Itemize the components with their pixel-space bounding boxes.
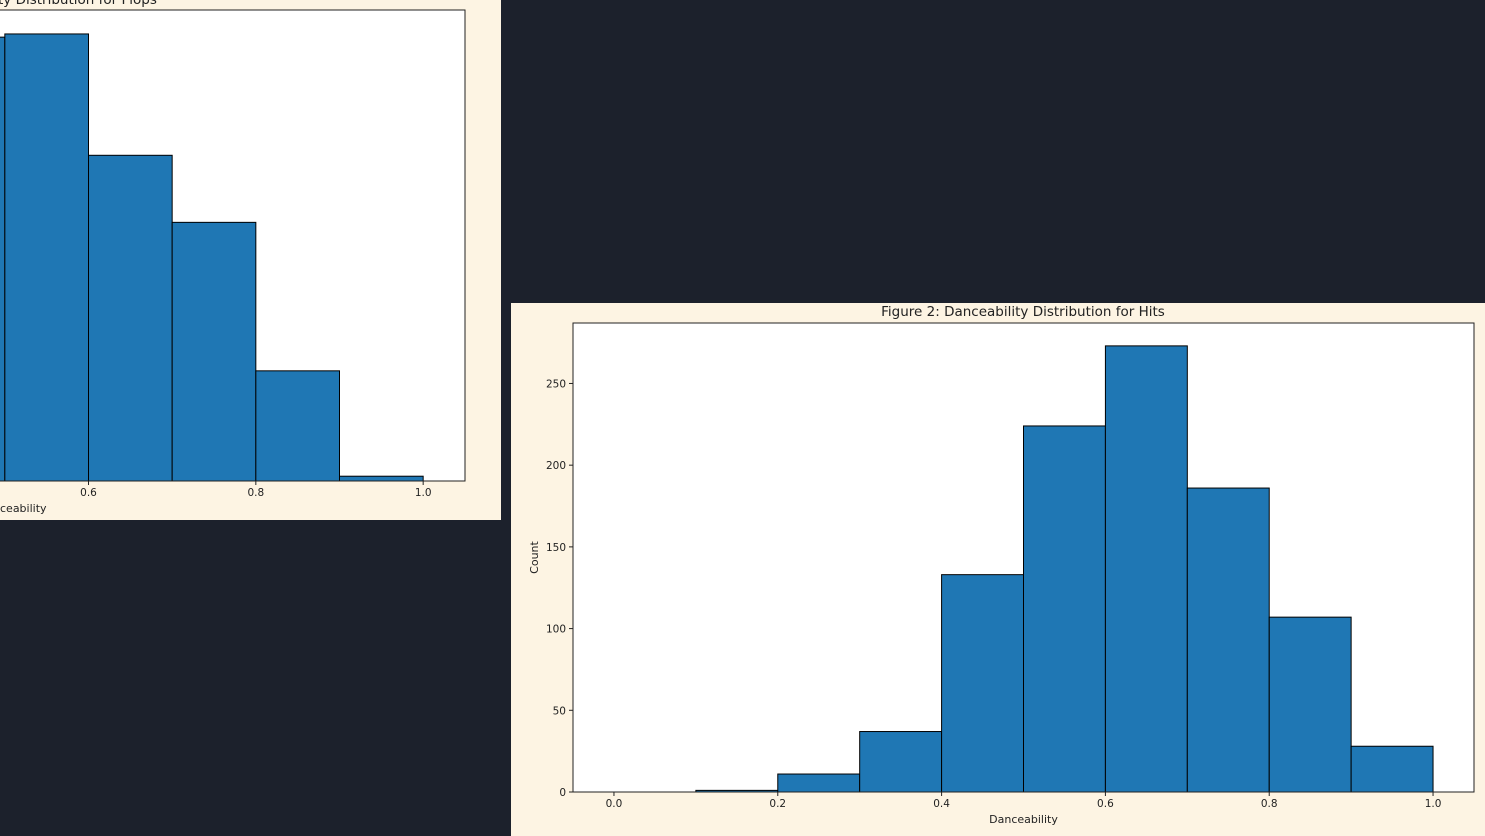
flops-bar — [339, 475, 424, 482]
hits-y-tick-label: 0 — [559, 787, 566, 799]
hits-bar — [1268, 616, 1352, 793]
hits-bar — [1186, 487, 1270, 793]
hits-figure-window: Figure 2: Danceability Distribution for … — [511, 303, 1485, 836]
hits-x-tick-label: 1.0 — [1425, 798, 1442, 810]
flops-bar — [171, 221, 257, 482]
flops-x-tick-label: 0.6 — [80, 487, 97, 499]
hits-y-tick-label: 100 — [546, 624, 566, 636]
hits-chart-title: Figure 2: Danceability Distribution for … — [881, 304, 1165, 320]
hits-y-tick-label: 250 — [546, 378, 566, 390]
flops-bar — [255, 370, 340, 482]
hits-y-axis-label: Count — [528, 540, 541, 573]
hits-bar — [777, 773, 861, 793]
hits-y-tick-label: 200 — [546, 460, 566, 472]
hits-y-tick-label: 50 — [553, 705, 566, 717]
flops-chart-title: ty Distribution for Flops — [0, 0, 157, 8]
hits-bar — [1104, 345, 1188, 793]
flops-x-axis-label: ceability — [0, 502, 47, 515]
flops-histogram: 0.6 0.8 1.0 ceability — [0, 9, 466, 515]
hits-x-tick-label: 0.0 — [606, 798, 623, 810]
flops-bar — [88, 154, 173, 482]
hits-axes-frame — [572, 322, 1475, 793]
hits-bar — [941, 574, 1024, 793]
hits-x-tick-label: 0.2 — [769, 798, 786, 810]
hits-bar — [1023, 425, 1106, 793]
hits-histogram: 0.0 0.2 0.4 0.6 0.8 1.0 0 50 100 150 200 250 Danceab… — [528, 322, 1475, 826]
hits-x-axis-label: Danceability — [989, 813, 1058, 826]
flops-x-tick-label: 1.0 — [415, 487, 432, 499]
hits-bar — [1350, 745, 1434, 793]
flops-axes-frame — [0, 9, 466, 482]
hits-x-tick-label: 0.8 — [1261, 798, 1278, 810]
flops-bar — [4, 33, 89, 482]
hits-x-tick-label: 0.6 — [1097, 798, 1114, 810]
flops-figure-window: ty Distribution for Flops 0.6 0.8 1.0 ceabi… — [0, 0, 501, 520]
hits-x-tick-label: 0.4 — [933, 798, 950, 810]
flops-x-tick-label: 0.8 — [247, 487, 264, 499]
hits-y-tick-label: 150 — [546, 542, 566, 554]
hits-bar — [859, 731, 943, 793]
flops-bar — [0, 36, 6, 482]
